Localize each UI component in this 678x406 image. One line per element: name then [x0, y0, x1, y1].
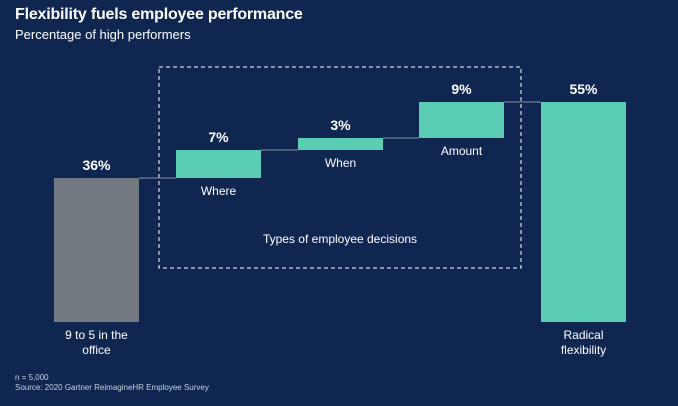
- value-label-9-to-5-in-the-office: 36%: [82, 157, 111, 173]
- category-label-radical-flexibility-line1: Radical: [563, 328, 603, 342]
- value-label-where: 7%: [208, 129, 229, 145]
- category-label-when: When: [325, 156, 356, 170]
- value-label-amount: 9%: [451, 81, 472, 97]
- value-label-when: 3%: [330, 117, 351, 133]
- sample-size-note: n = 5,000: [15, 373, 49, 382]
- value-label-radical-flexibility: 55%: [569, 81, 598, 97]
- bar-amount: [419, 102, 504, 138]
- decision-group-label: Types of employee decisions: [263, 232, 417, 246]
- source-note: Source: 2020 Gartner ReimagineHR Employe…: [15, 383, 209, 392]
- bar-9-to-5-in-the-office: [54, 178, 139, 322]
- category-label-9-to-5-in-the-office-line2: office: [82, 343, 111, 357]
- category-label-9-to-5-in-the-office-line1: 9 to 5 in the: [65, 328, 128, 342]
- chart-subtitle: Percentage of high performers: [15, 27, 191, 42]
- category-label-where: Where: [201, 184, 237, 198]
- category-label-amount: Amount: [441, 144, 483, 158]
- chart-title: Flexibility fuels employee performance: [15, 6, 303, 23]
- decision-group-box: [158, 66, 522, 269]
- bar-radical-flexibility: [541, 102, 626, 322]
- bar-when: [298, 138, 383, 150]
- category-label-radical-flexibility-line2: flexibility: [561, 343, 606, 357]
- bar-where: [176, 150, 261, 178]
